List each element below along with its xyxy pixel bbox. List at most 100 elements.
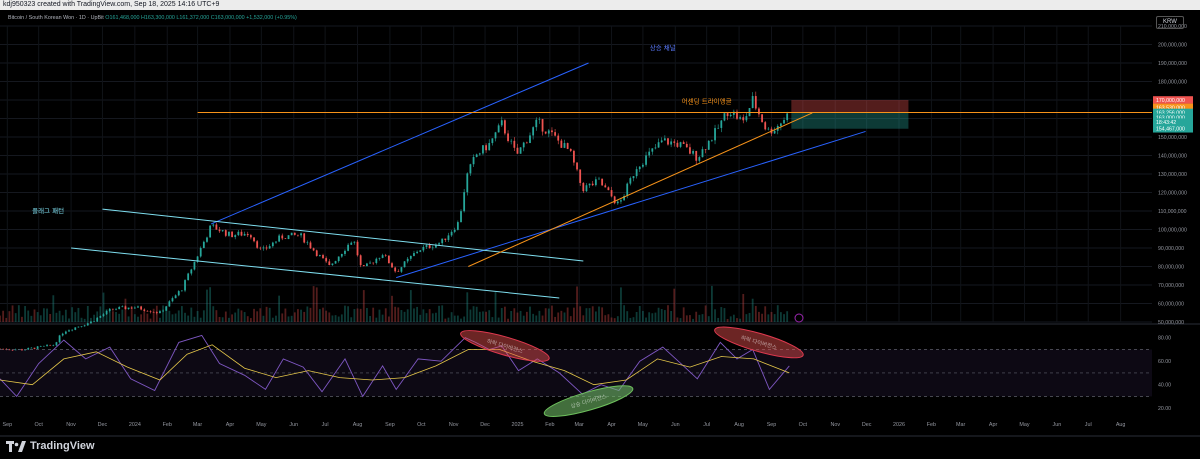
x-tick-label: Dec: [98, 422, 108, 428]
candle-body: [604, 185, 607, 188]
volume-bar: [504, 306, 506, 322]
volume-bar: [729, 316, 732, 322]
symbol-line: Bitcoin / South Korean Won · 1D · UpBit: [8, 15, 104, 21]
candle-body: [168, 301, 171, 307]
candle-body: [322, 255, 324, 259]
volume-bar: [318, 309, 321, 322]
volume-bar: [585, 308, 588, 322]
candle-body: [638, 166, 641, 170]
candle-body: [682, 142, 685, 144]
volume-bar: [704, 305, 707, 322]
volume-bar: [413, 308, 415, 322]
volume-bar: [645, 317, 647, 322]
volume-bar: [234, 312, 237, 322]
volume-bar: [381, 314, 384, 322]
volume-bar: [519, 310, 522, 322]
candle-body: [607, 187, 610, 191]
volume-bar: [237, 308, 240, 322]
volume-bar: [588, 308, 591, 322]
volume-bar: [124, 298, 127, 322]
candle-body: [80, 326, 83, 327]
candle-body: [133, 307, 136, 309]
candle-body: [344, 250, 346, 254]
candle-body: [300, 233, 302, 236]
candle-body: [742, 117, 745, 121]
volume-bar: [695, 311, 698, 322]
volume-bar: [419, 314, 422, 322]
volume-bar: [146, 313, 149, 322]
candle-body: [74, 327, 77, 330]
volume-bar: [102, 292, 105, 322]
volume-bar: [184, 312, 186, 322]
candle-body: [538, 119, 541, 120]
candle-body: [535, 119, 538, 128]
volume-bar: [510, 310, 513, 322]
candle-body: [206, 237, 208, 242]
y-tick-label: 190,000,000: [1158, 61, 1187, 67]
candle-body: [504, 120, 506, 134]
candle-body: [620, 200, 622, 202]
volume-bar: [268, 307, 271, 322]
volume-bar: [676, 317, 679, 322]
candle-body: [522, 142, 525, 148]
volume-bar: [607, 314, 610, 322]
candle-body: [27, 347, 30, 350]
volume-bar: [569, 316, 572, 322]
y-tick-label: 200,000,000: [1158, 43, 1187, 49]
price-label-box: [1153, 113, 1193, 122]
volume-bar: [143, 311, 146, 322]
candle-body: [566, 143, 569, 149]
volume-bar: [626, 311, 629, 322]
candle-body: [648, 151, 651, 156]
candle-body: [262, 247, 265, 249]
candle-body: [297, 234, 299, 236]
volume-bar: [726, 318, 729, 322]
volume-bar: [629, 317, 632, 322]
candle-body: [488, 143, 491, 151]
candle-body: [68, 330, 70, 332]
candle-body: [256, 241, 259, 248]
volume-bar: [573, 307, 575, 322]
volume-bar: [566, 307, 569, 322]
candle-body: [736, 111, 738, 119]
volume-bar: [83, 318, 86, 322]
volume-bar: [701, 314, 704, 322]
volume-bar: [215, 310, 218, 322]
divergence-ellipse: [714, 326, 804, 359]
y-tick-label: 110,000,000: [1158, 209, 1187, 215]
currency-badge[interactable]: KRW: [1156, 16, 1184, 29]
volume-bar: [71, 307, 74, 322]
volume-bar: [271, 317, 274, 322]
volume-bar: [522, 315, 525, 322]
candle-body: [585, 185, 588, 192]
candle-body: [306, 242, 309, 244]
price-labels: 170,000,000163,530,000163,256,000163,000…: [1153, 96, 1193, 133]
candle-body: [403, 261, 406, 268]
candle-body: [541, 119, 544, 132]
volume-bar: [554, 316, 556, 322]
volume-bar: [441, 305, 444, 322]
candle-body: [497, 125, 500, 133]
candle-body: [143, 309, 146, 311]
zones: [791, 100, 909, 129]
volume-bar: [43, 308, 45, 322]
x-tick-label: Jul: [703, 422, 710, 428]
volume-bar: [736, 318, 738, 322]
candle-body: [231, 231, 233, 238]
volume-bar: [68, 318, 70, 322]
volume-bar: [604, 315, 607, 322]
candle-body: [356, 241, 359, 256]
divergence-ellipse: [543, 385, 634, 417]
volume-bar: [168, 310, 171, 322]
volume-bar: [751, 298, 754, 322]
candle-body: [152, 312, 155, 313]
candle-body: [726, 113, 729, 117]
volume-bar: [253, 308, 255, 322]
candle-body: [362, 265, 365, 267]
candle-body: [510, 140, 513, 142]
candle-body: [46, 344, 48, 346]
volume-bar: [764, 306, 767, 322]
volume-bar: [422, 309, 425, 322]
candle-body: [667, 138, 669, 145]
volume-bar: [127, 316, 130, 322]
